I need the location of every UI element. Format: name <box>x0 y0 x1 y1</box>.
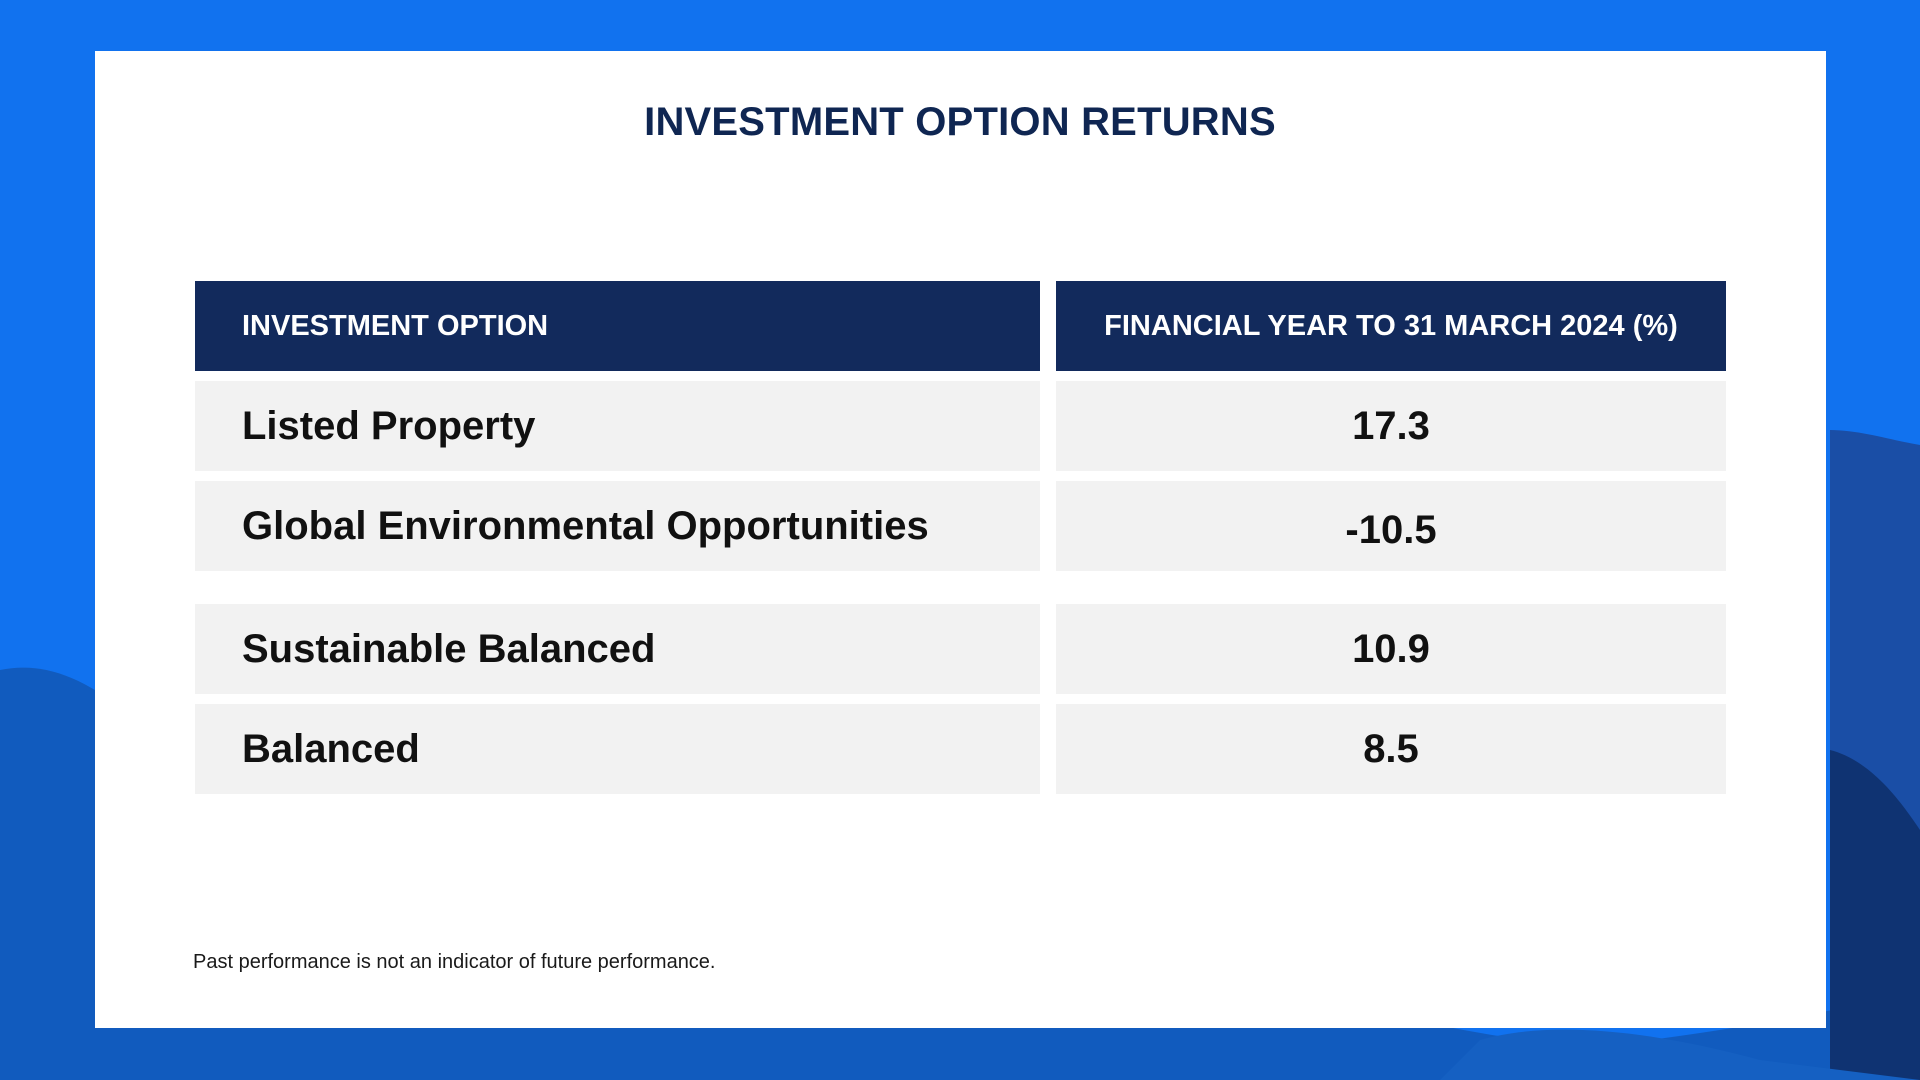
column-header-option: INVESTMENT OPTION <box>195 281 1040 371</box>
table-cell-value: 8.5 <box>1056 704 1726 794</box>
table-cell-value: 10.9 <box>1056 604 1726 694</box>
table-cell-value: 17.3 <box>1056 381 1726 471</box>
column-header-return: FINANCIAL YEAR TO 31 MARCH 2024 (%) <box>1056 281 1726 371</box>
table-cell-option: Sustainable Balanced <box>195 604 1040 694</box>
table-cell-option: Balanced <box>195 704 1040 794</box>
table-cell-option: Global Environmental Opportunities <box>195 481 1040 571</box>
table-cell-value: -10.5 <box>1056 481 1726 571</box>
page-title: INVESTMENT OPTION RETURNS <box>644 100 1276 144</box>
disclaimer-footnote: Past performance is not an indicator of … <box>193 951 716 973</box>
table-cell-option: Listed Property <box>195 381 1040 471</box>
